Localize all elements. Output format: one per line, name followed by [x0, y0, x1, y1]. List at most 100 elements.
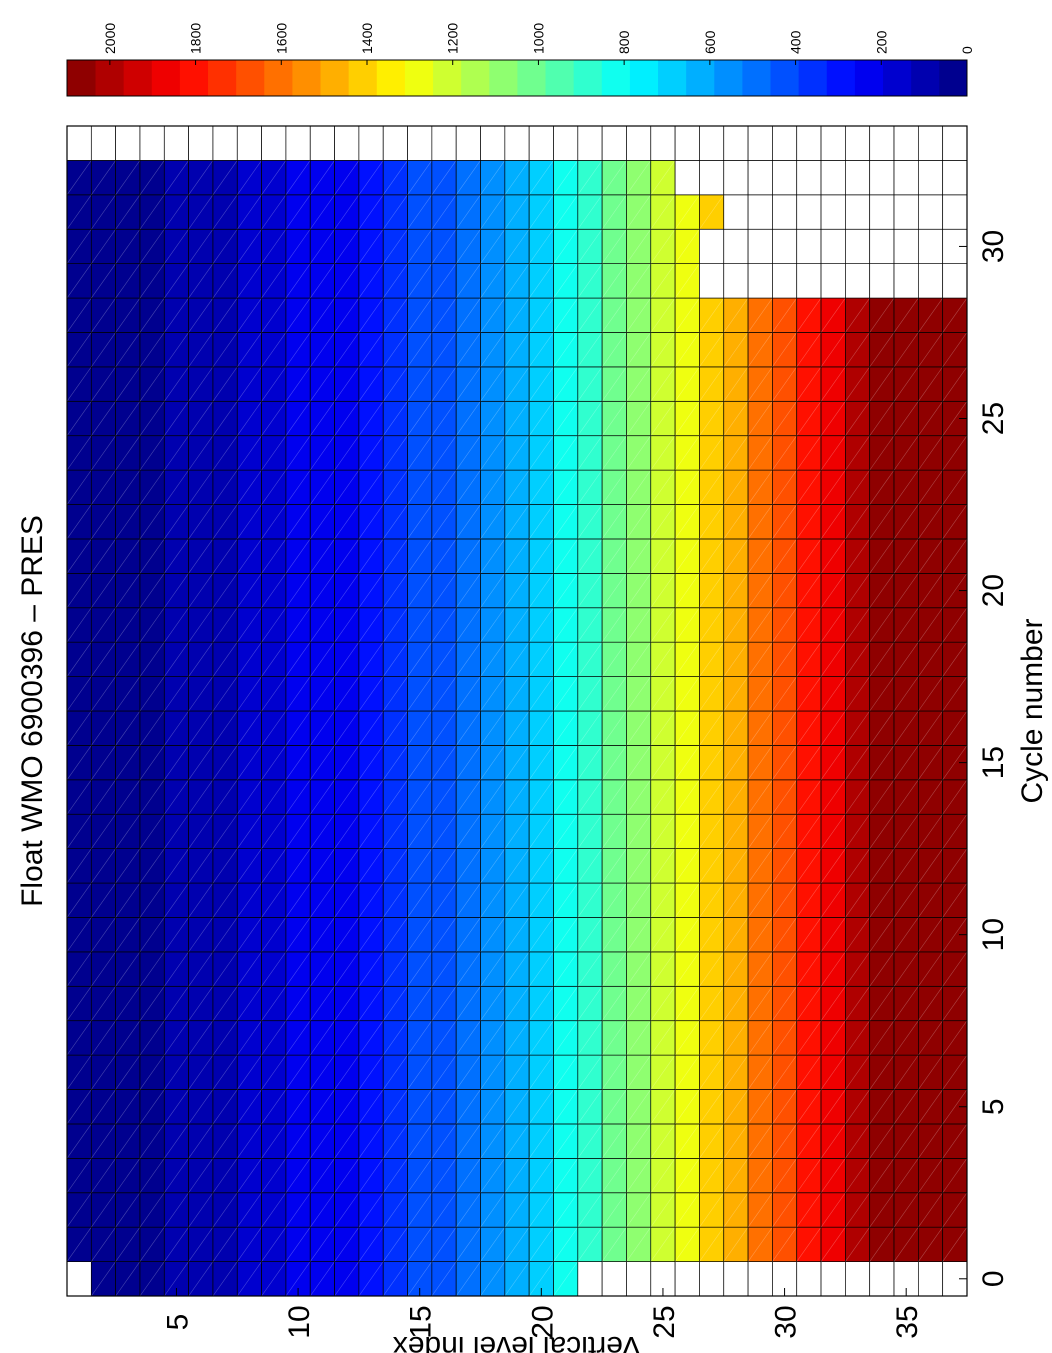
- cell-diagonal: [845, 573, 870, 608]
- cell-diagonal: [139, 366, 165, 402]
- heatmap-cell: [90, 985, 116, 1022]
- heatmap-cell: [650, 882, 676, 918]
- cell-diagonal: [504, 676, 530, 712]
- cell-diagonal: [528, 848, 554, 884]
- cell-diagonal: [845, 1227, 870, 1262]
- colorbar-cell: [432, 60, 462, 96]
- heatmap-cell: [455, 676, 481, 712]
- cell-diagonal: [382, 504, 408, 540]
- cell-diagonal: [674, 229, 700, 264]
- heatmap-cell: [163, 882, 189, 918]
- cell-diagonal: [893, 951, 919, 987]
- cell-diagonal: [455, 332, 481, 368]
- cell-diagonal: [431, 332, 457, 368]
- heatmap-cell: [115, 194, 141, 230]
- cell-diagonal: [674, 401, 700, 436]
- cell-diagonal: [455, 401, 481, 436]
- cell-diagonal: [699, 779, 725, 815]
- heatmap-cell: [382, 745, 408, 781]
- heatmap-cell: [723, 1054, 749, 1090]
- cell-diagonal: [139, 917, 165, 953]
- cell-diagonal: [382, 194, 408, 230]
- cell-diagonal: [723, 1158, 749, 1193]
- cell-diagonal: [334, 779, 360, 815]
- heatmap-cell: [699, 1192, 725, 1228]
- cell-diagonal: [650, 676, 676, 712]
- cell-diagonal: [188, 573, 214, 608]
- heatmap-cell: [601, 1054, 627, 1090]
- cell-diagonal: [845, 297, 870, 333]
- cell-diagonal: [382, 229, 408, 264]
- heatmap-cell: [747, 435, 773, 471]
- cell-diagonal: [820, 882, 846, 918]
- heatmap-cell: [90, 332, 116, 368]
- heatmap-cell: [650, 435, 676, 471]
- cell-diagonal: [772, 504, 797, 540]
- cell-diagonal: [893, 297, 919, 333]
- cell-diagonal: [601, 607, 627, 643]
- cell-diagonal: [237, 1089, 262, 1125]
- cell-diagonal: [601, 297, 627, 333]
- heatmap-cell: [358, 607, 384, 643]
- cell-diagonal: [796, 607, 822, 643]
- cell-diagonal: [285, 332, 311, 368]
- cell-diagonal: [115, 986, 141, 1021]
- heatmap-cell: [893, 194, 919, 230]
- heatmap-cell: [723, 641, 749, 677]
- cell-diagonal: [820, 642, 846, 677]
- cell-diagonal: [772, 848, 797, 884]
- cell-diagonal: [237, 401, 262, 436]
- cell-diagonal: [382, 401, 408, 436]
- cell-diagonal: [115, 538, 141, 574]
- cell-diagonal: [601, 263, 627, 299]
- heatmap-cell: [139, 848, 165, 884]
- cell-diagonal: [309, 710, 335, 746]
- cell-diagonal: [91, 1261, 116, 1297]
- heatmap-cell: [528, 194, 554, 230]
- cell-diagonal: [139, 435, 165, 471]
- heatmap-cell: [163, 1089, 189, 1125]
- cell-diagonal: [918, 1089, 943, 1125]
- heatmap-cell: [942, 366, 968, 402]
- cell-diagonal: [504, 1227, 530, 1262]
- cell-diagonal: [528, 986, 554, 1021]
- cell-diagonal: [309, 538, 335, 574]
- heatmap-cell: [163, 435, 189, 471]
- heatmap-cell: [309, 366, 335, 402]
- heatmap-cell: [480, 125, 506, 161]
- heatmap-cell: [601, 1226, 627, 1262]
- heatmap-cell: [601, 882, 627, 918]
- cell-diagonal: [334, 814, 360, 849]
- cell-diagonal: [115, 779, 141, 815]
- heatmap-cell: [772, 1157, 798, 1194]
- cell-diagonal: [747, 779, 773, 815]
- cell-diagonal: [918, 1227, 943, 1262]
- cell-diagonal: [431, 263, 457, 299]
- heatmap-cell: [699, 848, 725, 884]
- cell-diagonal: [747, 573, 773, 608]
- heatmap-cell: [650, 125, 676, 161]
- cell-diagonal: [115, 607, 141, 643]
- heatmap-cell: [212, 504, 238, 540]
- heatmap-cell: [796, 469, 822, 505]
- heatmap-cell: [382, 125, 408, 161]
- cell-diagonal: [504, 1123, 530, 1159]
- heatmap-cell: [601, 985, 627, 1022]
- cell-diagonal: [91, 676, 116, 712]
- heatmap-cell: [577, 676, 603, 712]
- heatmap-cell: [601, 504, 627, 540]
- heatmap-cell: [431, 848, 457, 884]
- cell-diagonal: [747, 986, 773, 1021]
- cell-diagonal: [358, 297, 384, 333]
- heatmap-cell: [188, 882, 214, 918]
- cell-diagonal: [577, 1227, 603, 1262]
- cell-diagonal: [747, 676, 773, 712]
- colorbar-tick-label: 200: [873, 30, 889, 54]
- heatmap-cell: [431, 297, 457, 333]
- heatmap-cell: [869, 125, 895, 161]
- cell-diagonal: [747, 917, 773, 953]
- heatmap-cell: [796, 1020, 822, 1056]
- cell-diagonal: [139, 1261, 165, 1297]
- heatmap-cell: [504, 1157, 530, 1194]
- cell-diagonal: [553, 1192, 579, 1228]
